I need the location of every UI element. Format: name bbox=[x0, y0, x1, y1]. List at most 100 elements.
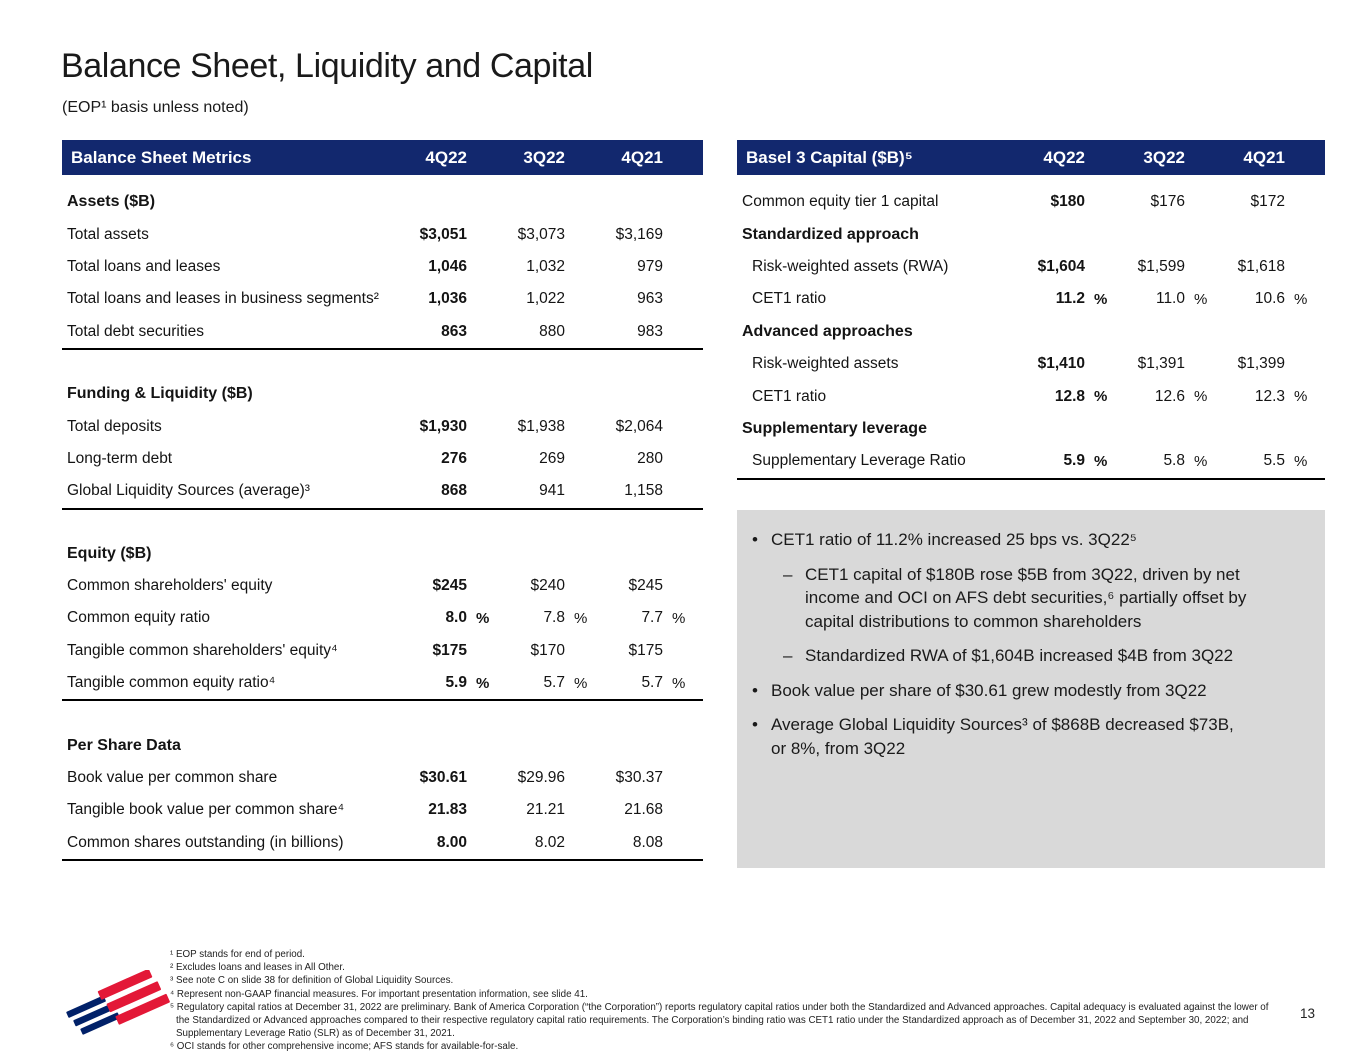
row-label: Risk-weighted assets bbox=[752, 355, 899, 373]
bullet-item: • CET1 ratio of 11.2% increased 25 bps v… bbox=[752, 528, 1309, 552]
footnote-2: ² Excludes loans and leases in All Other… bbox=[170, 962, 345, 974]
cell-4q22: 8.0 bbox=[445, 609, 467, 627]
section-equity: Equity ($B) Common shareholders' equity … bbox=[62, 538, 703, 702]
cell-4q21: 280 bbox=[637, 449, 663, 467]
section-heading: Assets ($B) bbox=[67, 193, 156, 211]
cell-4q22: $180 bbox=[1050, 193, 1085, 211]
section-heading: Per Share Data bbox=[67, 736, 181, 754]
pct-4q21: % bbox=[1294, 290, 1308, 308]
table-row: Long-term debt 276 269 280 bbox=[62, 443, 703, 475]
pct-4q21: % bbox=[672, 609, 686, 627]
bullet-text: Average Global Liquidity Sources³ of $86… bbox=[771, 715, 1234, 758]
row-label: Total assets bbox=[67, 225, 149, 243]
dash-icon: – bbox=[783, 646, 793, 665]
subhead-standardized-approach: Standardized approach bbox=[742, 225, 919, 243]
cell-3q22: 1,022 bbox=[526, 290, 565, 308]
balance-sheet-table-header: Balance Sheet Metrics 4Q22 3Q22 4Q21 bbox=[62, 140, 703, 175]
col-3q22: 3Q22 bbox=[1143, 147, 1185, 167]
row-label: Total loans and leases bbox=[67, 257, 221, 275]
bullet-text: Standardized RWA of $1,604B increased $4… bbox=[805, 646, 1234, 665]
table-row: Common equity ratio 8.0 % 7.8 % 7.7 % bbox=[62, 602, 703, 634]
cell-4q22: $245 bbox=[432, 577, 467, 595]
table-row: CET1 ratio 12.8 % 12.6 % 12.3 % bbox=[737, 380, 1325, 412]
bofa-logo bbox=[66, 970, 170, 1035]
table-row: Total assets $3,051 $3,073 $3,169 bbox=[62, 218, 703, 250]
table-row: Risk-weighted assets (RWA) $1,604 $1,599… bbox=[737, 251, 1325, 283]
section-per-share-data: Per Share Data Book value per common sha… bbox=[62, 729, 703, 862]
cell-4q22: 863 bbox=[441, 322, 467, 340]
section-assets: Assets ($B) Total assets $3,051 $3,073 $… bbox=[62, 186, 703, 350]
cell-4q21: 5.7 bbox=[641, 674, 663, 692]
table-row: Total deposits $1,930 $1,938 $2,064 bbox=[62, 410, 703, 442]
cell-3q22: $1,938 bbox=[517, 417, 565, 435]
table-row: Global Liquidity Sources (average)³ 868 … bbox=[62, 475, 703, 507]
bullet-item: • Average Global Liquidity Sources³ of $… bbox=[752, 713, 1309, 760]
table-row: Tangible common shareholders' equity⁴ $1… bbox=[62, 635, 703, 667]
balance-sheet-table: Balance Sheet Metrics 4Q22 3Q22 4Q21 Ass… bbox=[62, 140, 703, 889]
section-funding-liquidity: Funding & Liquidity ($B) Total deposits … bbox=[62, 378, 703, 510]
bullet-text: Book value per share of $30.61 grew mode… bbox=[771, 680, 1207, 700]
row-label: CET1 ratio bbox=[752, 387, 827, 405]
cell-4q21: $1,399 bbox=[1237, 355, 1285, 373]
row-label: Global Liquidity Sources (average)³ bbox=[67, 482, 310, 500]
cell-4q22: $1,930 bbox=[419, 417, 467, 435]
cell-3q22: 5.7 bbox=[543, 674, 565, 692]
cell-4q22: 11.2 bbox=[1055, 290, 1085, 308]
footnotes: ¹ EOP stands for end of period. ² Exclud… bbox=[170, 948, 1275, 1054]
cell-3q22: 941 bbox=[539, 482, 565, 500]
cell-4q21: $2,064 bbox=[615, 417, 663, 435]
pct-3q22: % bbox=[574, 609, 588, 627]
table-title: Basel 3 Capital ($B)⁵ bbox=[746, 147, 913, 167]
cell-4q21: 8.08 bbox=[632, 833, 663, 851]
pct-4q22: % bbox=[476, 609, 490, 627]
row-label: Total debt securities bbox=[67, 322, 204, 340]
table-row: Common shareholders' equity $245 $240 $2… bbox=[62, 570, 703, 602]
basel-capital-table: Basel 3 Capital ($B)⁵ 4Q22 3Q22 4Q21 Com… bbox=[737, 140, 1325, 480]
footnote-3: ³ See note C on slide 38 for definition … bbox=[170, 975, 454, 987]
page-number: 13 bbox=[1300, 1006, 1316, 1021]
cell-3q22: $1,599 bbox=[1137, 257, 1185, 275]
subhead-row: Standardized approach bbox=[737, 218, 1325, 250]
pct-4q22: % bbox=[1094, 452, 1108, 470]
cell-4q22: 21.83 bbox=[428, 801, 467, 819]
highlights-callout: • CET1 ratio of 11.2% increased 25 bps v… bbox=[737, 510, 1325, 868]
bullet-icon: • bbox=[752, 680, 758, 700]
cell-3q22: 1,032 bbox=[526, 257, 565, 275]
cell-4q21: 1,158 bbox=[624, 482, 663, 500]
table-row: Common shares outstanding (in billions) … bbox=[62, 827, 703, 859]
cell-4q21: 7.7 bbox=[641, 609, 663, 627]
col-4q21: 4Q21 bbox=[1243, 147, 1285, 167]
cell-4q22: $30.61 bbox=[419, 769, 467, 787]
page-title: Balance Sheet, Liquidity and Capital bbox=[61, 47, 593, 85]
row-label: Supplementary Leverage Ratio bbox=[752, 452, 966, 470]
cell-4q22: 5.9 bbox=[1063, 452, 1085, 470]
col-4q21: 4Q21 bbox=[621, 147, 663, 167]
cell-3q22: $29.96 bbox=[517, 769, 565, 787]
section-heading: Equity ($B) bbox=[67, 544, 152, 562]
cell-4q21: $245 bbox=[628, 577, 663, 595]
cell-4q22: $3,051 bbox=[419, 225, 467, 243]
subhead-row: Advanced approaches bbox=[737, 316, 1325, 348]
table-row: Total loans and leases in business segme… bbox=[62, 283, 703, 315]
cell-4q22: 8.00 bbox=[436, 833, 467, 851]
basel-table-header: Basel 3 Capital ($B)⁵ 4Q22 3Q22 4Q21 bbox=[737, 140, 1325, 175]
subhead-row: Supplementary leverage bbox=[737, 413, 1325, 445]
col-4q22: 4Q22 bbox=[1043, 147, 1085, 167]
subhead-supplementary-leverage: Supplementary leverage bbox=[742, 419, 927, 437]
table-row: Tangible book value per common share⁴ 21… bbox=[62, 794, 703, 826]
sub-bullet-item: – CET1 capital of $180B rose $5B from 3Q… bbox=[783, 563, 1309, 634]
bullet-item: • Book value per share of $30.61 grew mo… bbox=[752, 679, 1309, 703]
cell-3q22: 21.21 bbox=[526, 801, 565, 819]
cell-4q21: 979 bbox=[637, 257, 663, 275]
section-heading-row: Per Share Data bbox=[62, 729, 703, 761]
cell-4q22: 276 bbox=[441, 449, 467, 467]
pct-4q22: % bbox=[1094, 290, 1108, 308]
row-label: Common equity tier 1 capital bbox=[742, 193, 939, 211]
row-label: Common shares outstanding (in billions) bbox=[67, 833, 344, 851]
row-label: Total loans and leases in business segme… bbox=[67, 290, 379, 308]
cell-4q22: 1,036 bbox=[428, 290, 467, 308]
cell-4q22: $1,604 bbox=[1037, 257, 1085, 275]
row-label: CET1 ratio bbox=[752, 290, 827, 308]
bullet-text: CET1 ratio of 11.2% increased 25 bps vs.… bbox=[771, 530, 1137, 549]
pct-4q21: % bbox=[1294, 388, 1308, 406]
